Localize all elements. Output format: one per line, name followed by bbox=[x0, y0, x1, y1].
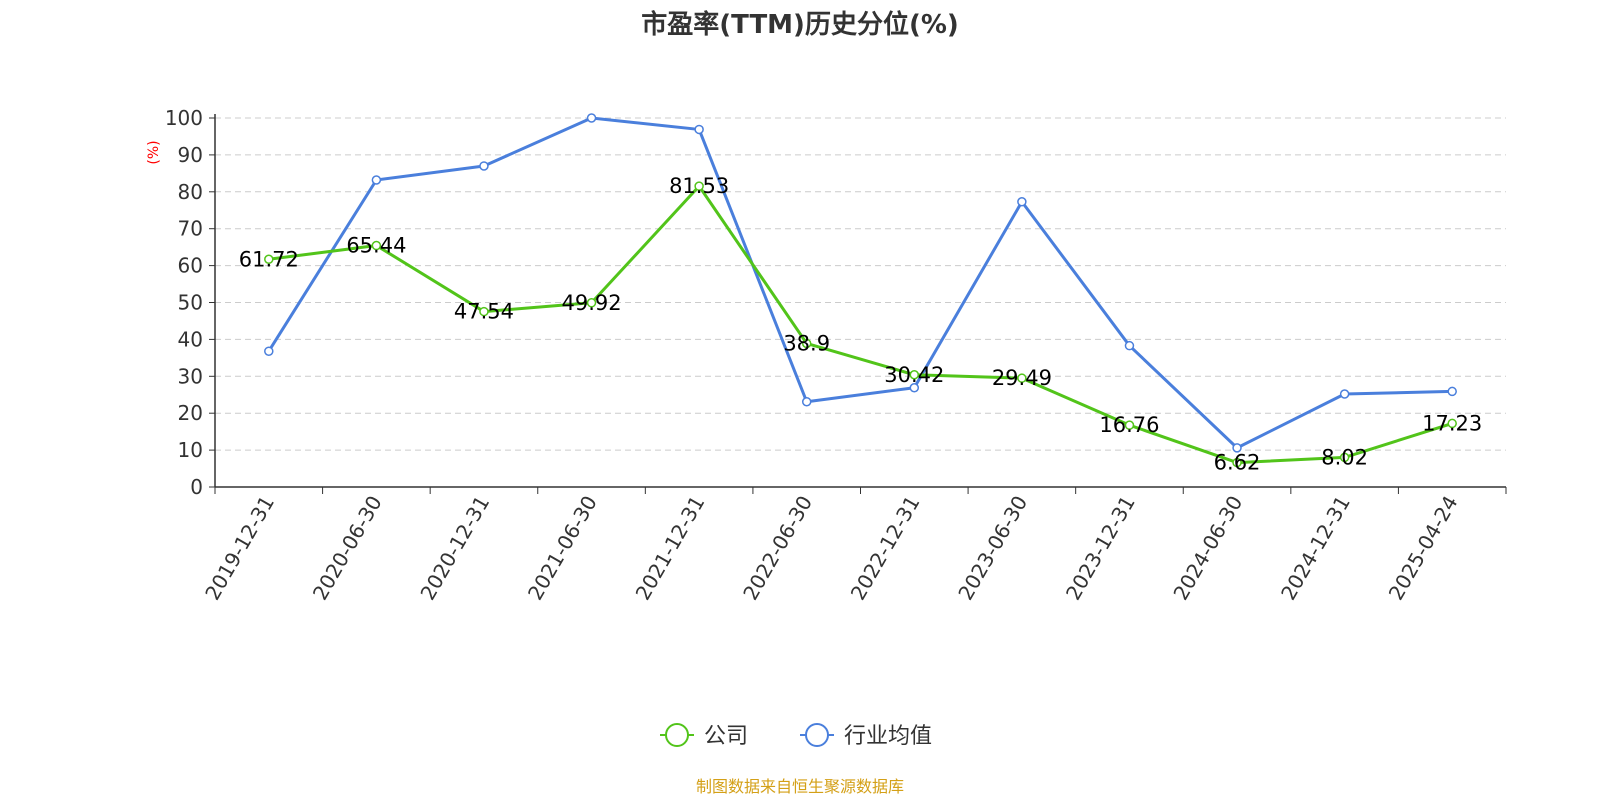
x-tick-label: 2024-06-30 bbox=[1168, 492, 1247, 605]
data-point[interactable] bbox=[479, 306, 489, 317]
data-point[interactable] bbox=[801, 397, 812, 407]
y-tick-label: 30 bbox=[178, 364, 203, 388]
data-point[interactable] bbox=[1232, 443, 1242, 453]
y-tick-label: 80 bbox=[178, 180, 203, 204]
x-tick-label: 2022-12-31 bbox=[846, 492, 925, 605]
data-label: 61.72 bbox=[239, 247, 299, 271]
data-point[interactable] bbox=[264, 254, 274, 265]
data-label: 6.62 bbox=[1214, 451, 1261, 475]
data-label: 17.23 bbox=[1422, 411, 1482, 435]
data-point[interactable] bbox=[371, 175, 382, 185]
x-tick-label: 2020-06-30 bbox=[308, 492, 387, 605]
data-label: 49.92 bbox=[561, 291, 621, 315]
legend[interactable]: 公司 行业均值 bbox=[660, 723, 932, 749]
x-tick-label: 2022-06-30 bbox=[738, 492, 817, 605]
gridlines bbox=[215, 117, 1506, 451]
data-point[interactable] bbox=[264, 346, 274, 356]
series-line bbox=[267, 116, 1453, 450]
legend-item[interactable]: 行业均值 bbox=[800, 723, 932, 749]
y-tick-label: 100 bbox=[165, 106, 203, 130]
legend-swatch-marker bbox=[665, 723, 689, 747]
data-label: 8.02 bbox=[1321, 445, 1368, 469]
legend-label: 公司 bbox=[704, 724, 748, 749]
x-tick-label: 2023-12-31 bbox=[1061, 492, 1140, 605]
y-tick-label: 20 bbox=[178, 401, 203, 425]
data-point[interactable] bbox=[909, 382, 920, 393]
y-tick-label: 60 bbox=[178, 254, 203, 278]
data-labels: 61.72 65.44 47.54 49.92 81.53 38.9 30.42 29.49 1… bbox=[239, 174, 1483, 474]
x-tick-labels: 2019-12-31 2020-06-30 2020-12-31 2021-06-30… bbox=[200, 492, 1462, 605]
data-point[interactable] bbox=[1447, 386, 1457, 397]
x-tick-label: 2023-06-30 bbox=[953, 492, 1032, 605]
data-point[interactable] bbox=[801, 338, 812, 349]
data-point[interactable] bbox=[1339, 452, 1350, 463]
y-tick-label: 50 bbox=[178, 291, 203, 315]
series-line bbox=[268, 184, 1453, 465]
y-axis-label: (%) bbox=[146, 140, 162, 164]
x-tick-label: 2019-12-31 bbox=[200, 492, 279, 605]
axes bbox=[209, 114, 1507, 494]
data-point[interactable] bbox=[371, 240, 382, 251]
data-point[interactable] bbox=[1124, 340, 1135, 351]
data-label: 29.49 bbox=[992, 366, 1052, 390]
y-tick-label: 70 bbox=[178, 217, 203, 241]
y-tick-label: 0 bbox=[190, 475, 203, 499]
y-tick-label: 40 bbox=[178, 327, 203, 351]
legend-item[interactable]: 公司 bbox=[660, 723, 748, 749]
data-point[interactable] bbox=[479, 161, 489, 171]
data-label: 30.42 bbox=[884, 363, 944, 387]
data-point[interactable] bbox=[586, 113, 597, 123]
legend-label: 行业均值 bbox=[844, 724, 932, 749]
data-point[interactable] bbox=[1232, 457, 1242, 468]
data-label: 38.9 bbox=[783, 331, 830, 355]
legend-swatch-marker bbox=[805, 723, 829, 747]
y-tick-labels: 0 10 20 30 40 50 60 70 80 90 100 bbox=[165, 106, 203, 499]
data-point[interactable] bbox=[1124, 420, 1135, 430]
y-tick-label: 90 bbox=[178, 143, 203, 167]
x-tick-label: 2021-12-31 bbox=[631, 492, 710, 605]
plot-area bbox=[264, 113, 1457, 468]
y-tick-label: 10 bbox=[178, 438, 203, 462]
data-label: 47.54 bbox=[454, 300, 514, 324]
source-note: 制图数据来自恒生聚源数据库 bbox=[696, 777, 904, 796]
data-label: 16.76 bbox=[1099, 413, 1159, 437]
data-point[interactable] bbox=[1339, 389, 1350, 399]
chart-title: 市盈率(TTM)历史分位(%) bbox=[641, 9, 959, 40]
data-point[interactable] bbox=[1017, 373, 1027, 383]
data-point[interactable] bbox=[909, 370, 920, 380]
x-tick-label: 2021-06-30 bbox=[523, 492, 602, 605]
data-point[interactable] bbox=[1447, 418, 1457, 429]
data-point[interactable] bbox=[586, 298, 597, 308]
data-point[interactable] bbox=[1017, 197, 1027, 207]
x-tick-label: 2024-12-31 bbox=[1276, 492, 1355, 605]
data-point[interactable] bbox=[694, 181, 704, 191]
data-label: 65.44 bbox=[346, 234, 406, 258]
data-label: 81.53 bbox=[669, 174, 729, 198]
x-tick-label: 2020-12-31 bbox=[415, 492, 494, 605]
data-point[interactable] bbox=[694, 124, 704, 135]
x-tick-label: 2025-04-24 bbox=[1384, 492, 1463, 605]
